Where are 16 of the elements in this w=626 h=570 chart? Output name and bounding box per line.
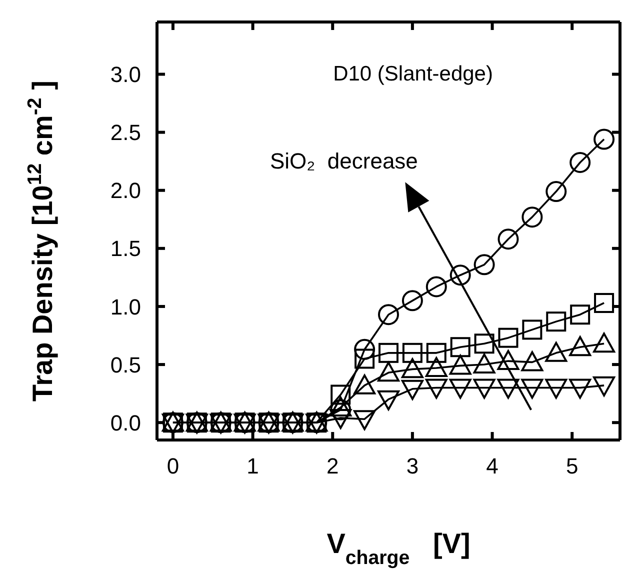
y-tick-label: 0.0	[110, 410, 141, 436]
y-tick-label: 2.5	[110, 120, 141, 146]
x-tick-label: 4	[486, 454, 498, 479]
y-tick-label: 1.5	[110, 236, 141, 262]
y-tick-label: 3.0	[110, 62, 141, 88]
y-tick-label: 2.0	[110, 178, 141, 204]
y-tick-label: 1.0	[110, 294, 141, 320]
x-tick-label: 2	[326, 454, 339, 479]
x-tick-label: 0	[166, 454, 180, 479]
annotation: SiO₂ decrease	[270, 148, 418, 174]
x-tick-label: 3	[406, 454, 419, 479]
annotation: D10 (Slant-edge)	[333, 62, 493, 86]
y-tick-label: 0.5	[110, 352, 141, 378]
x-tick-label: 5	[566, 454, 578, 479]
x-axis-title: V$_{charge}$ [V]	[326, 528, 470, 569]
x-tick-label: 1	[246, 454, 259, 479]
